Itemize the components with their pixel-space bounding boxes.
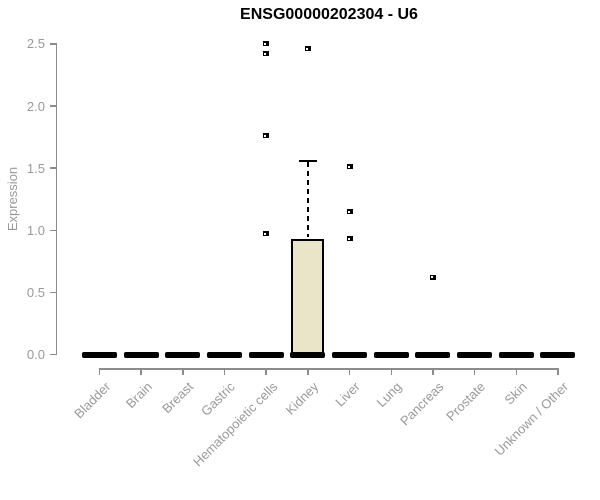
y-tick-mark — [49, 43, 57, 45]
x-tick-mark — [223, 368, 226, 375]
median-bar — [498, 351, 534, 358]
outlier-point — [346, 164, 353, 170]
outlier-point — [429, 274, 436, 280]
median-bar — [82, 351, 117, 358]
median-bar — [290, 351, 326, 358]
y-tick-label: 0.0 — [26, 347, 45, 362]
y-tick-mark — [49, 291, 57, 294]
x-tick-mark — [140, 368, 142, 375]
outlier-point — [346, 236, 353, 242]
y-tick-label: 1.0 — [26, 222, 45, 238]
median-bar — [540, 351, 576, 358]
x-tick-label: Bladder — [70, 379, 114, 422]
median-bar — [373, 351, 409, 358]
x-tick-label: Gastric — [198, 379, 239, 419]
y-tick-mark — [49, 105, 57, 107]
whisker-line — [306, 162, 309, 238]
y-tick-label: 2.5 — [26, 36, 45, 52]
x-tick-label: Kidney — [282, 379, 322, 418]
x-tick-label: Breast — [159, 379, 197, 417]
box — [291, 238, 325, 356]
median-bar — [207, 351, 243, 358]
whisker-cap — [298, 159, 317, 162]
median-bar — [457, 351, 493, 358]
x-tick-mark — [182, 368, 184, 375]
x-tick-label: Unknown / Other — [492, 379, 572, 459]
outlier-point — [263, 231, 270, 237]
outlier-point — [263, 133, 270, 139]
y-tick-label: 0.5 — [26, 284, 45, 300]
median-bar — [332, 351, 368, 358]
x-tick-mark — [390, 368, 392, 375]
x-tick-label: Skin — [501, 379, 530, 408]
y-tick-mark — [49, 229, 57, 231]
x-tick-mark — [432, 368, 434, 375]
y-tick-mark — [49, 167, 57, 169]
x-axis-line — [99, 368, 559, 370]
outlier-point — [346, 209, 353, 215]
x-tick-label: Liver — [332, 379, 364, 410]
x-tick-mark — [515, 368, 518, 375]
y-tick-mark — [49, 353, 57, 356]
chart-title: ENSG00000202304 - U6 — [240, 6, 418, 23]
x-tick-mark — [265, 368, 267, 375]
y-tick-label: 2.0 — [26, 98, 45, 114]
y-axis-line — [55, 44, 57, 355]
x-tick-label: Lung — [373, 379, 405, 411]
x-tick-mark — [473, 368, 476, 375]
x-tick-mark — [98, 368, 101, 375]
x-tick-mark — [348, 368, 351, 375]
x-tick-label: Prostate — [443, 379, 489, 424]
x-tick-label: Pancreas — [397, 379, 447, 429]
y-tick-label: 1.5 — [26, 160, 45, 176]
x-tick-mark — [557, 368, 559, 375]
x-tick-mark — [307, 368, 309, 375]
median-bar — [123, 351, 159, 358]
x-tick-label: Brain — [122, 379, 155, 412]
outlier-point — [263, 41, 270, 47]
median-bar — [165, 351, 201, 358]
outlier-point — [263, 51, 270, 57]
outlier-point — [304, 46, 311, 52]
median-bar — [415, 351, 451, 358]
median-bar — [248, 351, 284, 358]
y-axis-label: Expression — [5, 166, 20, 232]
